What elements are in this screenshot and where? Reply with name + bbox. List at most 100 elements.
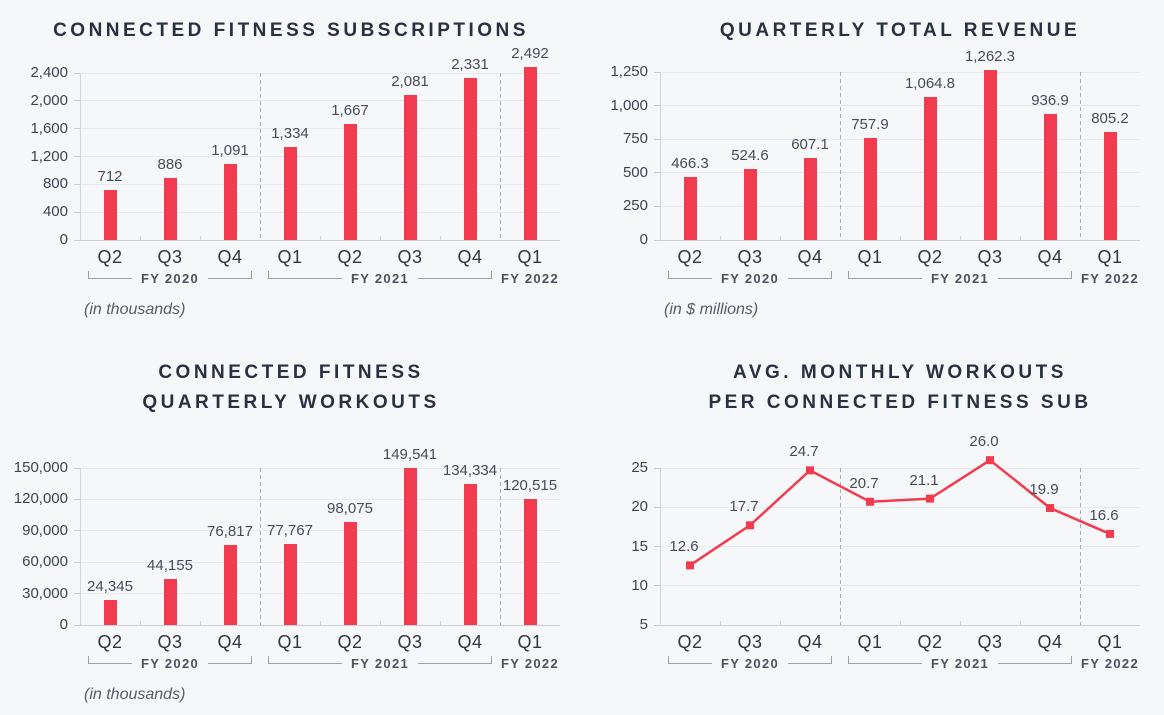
fy-bracket-segment (788, 271, 833, 279)
x-axis-tick (440, 236, 441, 240)
gridline (80, 156, 560, 157)
value-label: 2,081 (391, 73, 429, 91)
data-point-marker (866, 497, 874, 506)
bar (863, 138, 877, 240)
y-axis-tick (74, 183, 80, 185)
fy-group-label: FY 2022 (500, 656, 559, 671)
gridline (80, 239, 560, 241)
y-axis-tick (74, 72, 80, 74)
fiscal-year-separator (1079, 468, 1081, 625)
fy-group-label: FY 2022 (1080, 271, 1139, 286)
gridline (80, 211, 560, 213)
y-tick-label: 120,000 (13, 490, 68, 508)
x-tick-label: Q3 (397, 247, 423, 267)
gridline (660, 71, 1140, 73)
bar (343, 522, 357, 625)
y-axis-tick (654, 205, 660, 207)
value-label: 24,345 (87, 577, 133, 595)
fy-bracket-segment (208, 656, 253, 664)
value-label: 1,667 (331, 102, 369, 119)
fy-group-label: FY 2020 (721, 271, 780, 286)
fiscal-year-separator (839, 72, 841, 240)
fy-bracket-segment (848, 656, 922, 664)
y-axis-tick (654, 467, 660, 469)
fy-group: FY 2021 (268, 650, 493, 671)
fy-group-label: FY 2022 (1080, 656, 1139, 671)
fy-group-label: FY 2022 (500, 271, 559, 286)
x-tick-label: Q1 (857, 247, 883, 267)
bar (743, 169, 757, 240)
fy-group: FY 2022 (1080, 265, 1140, 286)
fy-bracket-segment (268, 656, 342, 664)
axis-unit-note: (in $ millions) (664, 301, 759, 318)
value-label: 44,155 (147, 556, 193, 574)
x-tick-label: Q3 (977, 247, 1003, 267)
x-axis-tick (720, 621, 721, 625)
x-tick-label: Q1 (517, 247, 543, 267)
gridline (660, 467, 1140, 469)
chart-connected-fitness-subscriptions: CONNECTED FITNESS SUBSCRIPTIONS 0 400 800 1,… (0, 0, 582, 335)
y-tick-label: 0 (59, 616, 68, 633)
y-tick-label: 150,000 (13, 459, 68, 476)
gridline (80, 128, 560, 130)
bar (683, 177, 697, 240)
data-point-marker (926, 494, 934, 503)
fy-group: FY 2021 (268, 265, 493, 286)
bar (343, 124, 357, 240)
chart-title: AVG. MONTHLY WORKOUTS (733, 362, 1067, 383)
x-axis-tick (200, 236, 201, 240)
y-axis-tick (74, 467, 80, 469)
fiscal-year-separator (499, 73, 501, 240)
bar (223, 544, 237, 625)
x-tick-label: Q1 (857, 632, 883, 652)
fy-group: FY 2022 (500, 650, 560, 671)
y-axis-tick (654, 506, 660, 508)
x-tick-label: Q2 (97, 247, 123, 267)
x-tick-label: Q4 (217, 632, 243, 652)
x-axis-tick (140, 621, 141, 625)
y-axis-tick (654, 624, 660, 626)
bar (103, 190, 117, 240)
gridline (80, 593, 560, 595)
x-tick-label: Q1 (1097, 247, 1123, 267)
fy-group-label: FY 2020 (141, 271, 200, 286)
y-axis-tick (74, 156, 80, 157)
fy-bracket-segment (998, 656, 1073, 664)
fy-group: FY 2020 (88, 650, 253, 671)
y-tick-label: 400 (42, 203, 68, 221)
value-label: 24.7 (789, 443, 819, 461)
value-label: 805.2 (1091, 109, 1129, 127)
y-axis-tick (74, 561, 80, 563)
trend-line (686, 456, 1114, 570)
value-label: 19.9 (1029, 481, 1059, 499)
value-label: 936.9 (1031, 92, 1069, 110)
x-axis-tick (780, 621, 781, 625)
x-tick-label: Q4 (1037, 247, 1063, 267)
data-point-marker (806, 466, 814, 475)
fy-group: FY 2022 (1080, 650, 1140, 671)
fy-bracket-segment (418, 656, 493, 664)
x-tick-label: Q3 (737, 247, 763, 267)
value-label: 12.6 (669, 538, 699, 556)
fy-group: FY 2021 (848, 265, 1073, 286)
gridline (80, 561, 560, 563)
y-axis-line (80, 468, 81, 625)
bar (223, 164, 237, 240)
fy-group-label: FY 2021 (931, 271, 990, 286)
value-label: 17.7 (729, 498, 759, 516)
y-tick-label: 1,250 (610, 63, 648, 80)
bar (163, 178, 177, 240)
x-axis-tick (960, 621, 961, 625)
data-point-marker (746, 521, 754, 530)
value-label: 20.7 (849, 474, 879, 492)
bar (523, 498, 537, 625)
y-tick-label: 1,200 (30, 147, 68, 165)
y-tick-label: 2,000 (30, 91, 68, 109)
x-tick-label: Q4 (797, 632, 823, 652)
bar (803, 158, 817, 240)
fy-group: FY 2020 (88, 265, 253, 286)
x-axis-tick (720, 236, 721, 240)
fy-bracket-segment (668, 656, 712, 664)
value-label: 120,515 (502, 476, 558, 494)
x-axis-tick (380, 236, 381, 240)
